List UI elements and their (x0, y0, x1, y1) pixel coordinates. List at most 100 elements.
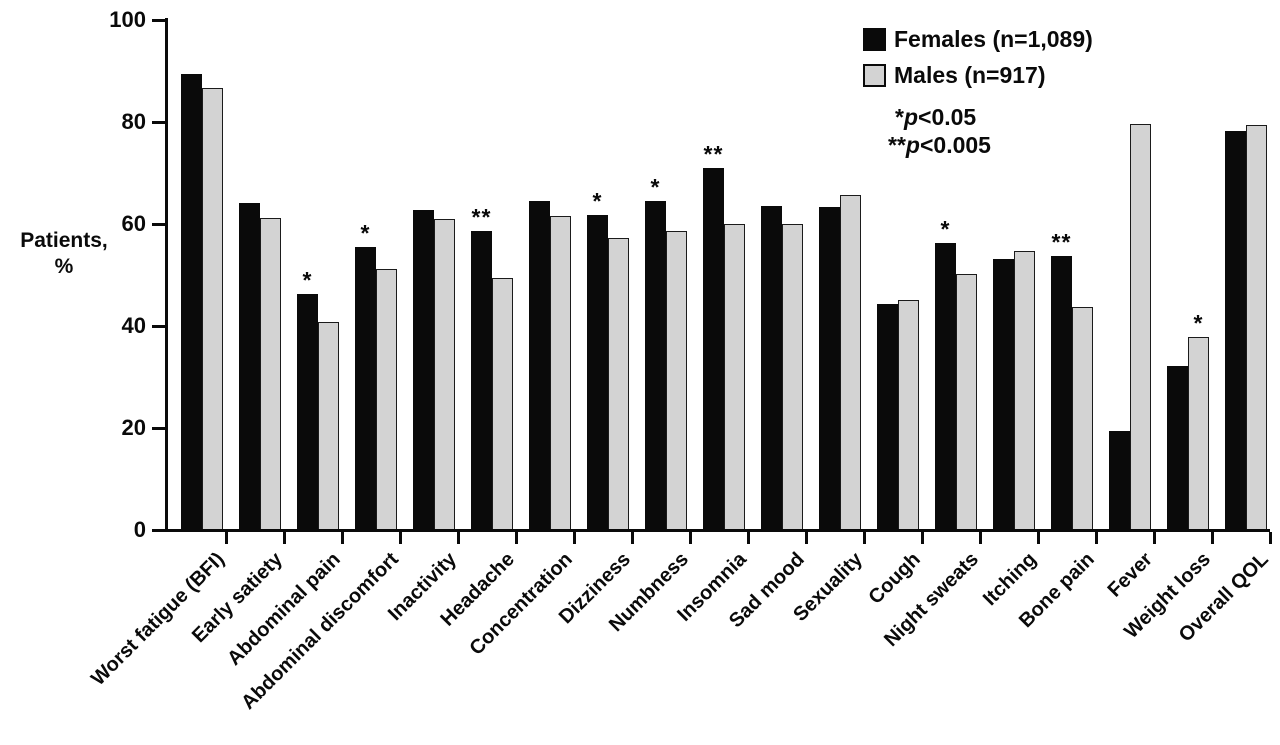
y-tick-40 (152, 325, 165, 328)
bar-males-night-sweats (956, 274, 977, 531)
x-tick-12 (863, 532, 866, 544)
bar-females-sad-mood (761, 206, 782, 531)
bar-females-concentration (529, 201, 550, 531)
significance-marker-abdominal-pain: * (302, 267, 313, 293)
bar-males-worst-fatigue-bfi (202, 88, 223, 531)
bar-females-sexuality (819, 207, 840, 531)
bar-females-cough (877, 304, 898, 531)
females-legend-label: Females (n=1,089) (894, 26, 1093, 52)
bar-females-fever (1109, 431, 1130, 531)
bar-males-bone-pain (1072, 307, 1093, 531)
x-axis-label-overall-qol: Overall QOL (1174, 548, 1273, 647)
note1-threshold: <0.05 (918, 104, 977, 130)
x-tick-9 (689, 532, 692, 544)
bar-males-dizziness (608, 238, 629, 531)
males-legend-label: Males (n=917) (894, 62, 1046, 88)
x-tick-7 (573, 532, 576, 544)
bar-males-inactivity (434, 219, 455, 531)
significance-marker-numbness: * (650, 174, 661, 200)
note2-threshold: <0.005 (919, 132, 991, 158)
x-tick-10 (747, 532, 750, 544)
y-tick-100 (152, 19, 165, 22)
bar-females-itching (993, 259, 1014, 531)
x-tick-4 (399, 532, 402, 544)
x-tick-11 (805, 532, 808, 544)
y-tick-label-100: 100 (109, 7, 146, 32)
y-axis-title-line2: % (54, 255, 74, 278)
note1-stars: * (895, 104, 904, 130)
legend-item-males: Males (n=917) (863, 63, 1093, 88)
y-tick-80 (152, 121, 165, 124)
x-tick-2 (283, 532, 286, 544)
y-tick-label-60: 60 (121, 211, 146, 236)
significance-note-2: **p<0.005 (888, 131, 991, 159)
y-tick-label-80: 80 (121, 109, 146, 134)
bar-males-insomnia (724, 224, 745, 531)
significance-marker-weight-loss: * (1193, 310, 1204, 336)
x-tick-13 (921, 532, 924, 544)
bar-females-abdominal-discomfort (355, 247, 376, 531)
significance-marker-night-sweats: * (940, 216, 951, 242)
y-axis-line (165, 18, 168, 532)
x-tick-8 (631, 532, 634, 544)
y-tick-label-0: 0 (133, 517, 146, 542)
x-axis-line (165, 529, 1270, 532)
bar-males-sexuality (840, 195, 861, 531)
y-tick-label-40: 40 (121, 313, 146, 338)
x-tick-19 (1269, 532, 1272, 544)
bar-males-abdominal-pain (318, 322, 339, 531)
x-tick-15 (1037, 532, 1040, 544)
bar-males-fever (1130, 124, 1151, 531)
females-swatch (863, 28, 886, 51)
significance-marker-abdominal-discomfort: * (360, 220, 371, 246)
bar-females-overall-qol (1225, 131, 1246, 531)
significance-marker-headache: ** (471, 204, 492, 230)
x-tick-5 (457, 532, 460, 544)
bar-females-headache (471, 231, 492, 531)
x-tick-16 (1095, 532, 1098, 544)
x-tick-14 (979, 532, 982, 544)
bar-females-numbness (645, 201, 666, 531)
bar-females-night-sweats (935, 243, 956, 531)
note2-stars: ** (888, 132, 906, 158)
x-tick-3 (341, 532, 344, 544)
bar-females-abdominal-pain (297, 294, 318, 531)
significance-marker-bone-pain: ** (1051, 229, 1072, 255)
bar-females-early-satiety (239, 203, 260, 531)
note1-p: p (903, 104, 919, 130)
y-tick-20 (152, 427, 165, 430)
x-tick-1 (225, 532, 228, 544)
significance-marker-dizziness: * (592, 188, 603, 214)
x-tick-17 (1153, 532, 1156, 544)
bar-males-itching (1014, 251, 1035, 531)
bar-males-abdominal-discomfort (376, 269, 397, 531)
x-tick-6 (515, 532, 518, 544)
y-axis-title-line1: Patients, (20, 229, 108, 252)
bar-males-concentration (550, 216, 571, 531)
y-tick-0 (152, 529, 165, 532)
significance-key: *p<0.05 **p<0.005 (888, 103, 998, 159)
bar-females-worst-fatigue-bfi (181, 74, 202, 531)
males-swatch (863, 64, 886, 87)
y-tick-60 (152, 223, 165, 226)
legend: Females (n=1,089) Males (n=917) (863, 27, 1093, 99)
x-tick-18 (1211, 532, 1214, 544)
bar-females-weight-loss (1167, 366, 1188, 531)
bar-males-headache (492, 278, 513, 531)
note2-p: p (905, 132, 920, 158)
bar-females-dizziness (587, 215, 608, 531)
bar-males-early-satiety (260, 218, 281, 531)
y-axis-title: Patients, % (0, 228, 128, 280)
bar-females-insomnia (703, 168, 724, 531)
bar-males-overall-qol (1246, 125, 1267, 531)
bar-males-sad-mood (782, 224, 803, 531)
legend-item-females: Females (n=1,089) (863, 27, 1093, 52)
bar-males-weight-loss (1188, 337, 1209, 531)
y-tick-label-20: 20 (121, 415, 146, 440)
bar-females-inactivity (413, 210, 434, 531)
bar-males-numbness (666, 231, 687, 531)
bar-females-bone-pain (1051, 256, 1072, 531)
significance-note-1: *p<0.05 (895, 103, 998, 131)
